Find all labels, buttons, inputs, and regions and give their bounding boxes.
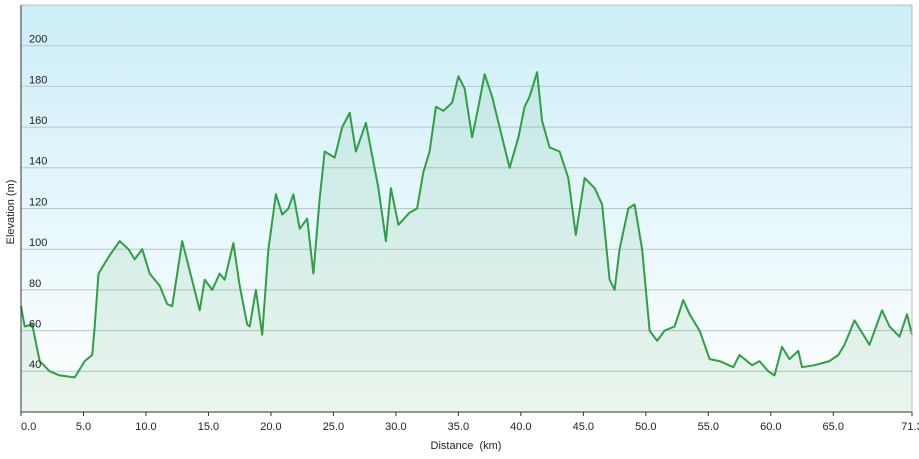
x-tick-label: 40.0	[510, 421, 531, 433]
x-tick-label: 0.0	[21, 421, 36, 433]
x-tick-label: 5.0	[76, 421, 91, 433]
y-tick-label: 60	[29, 319, 41, 331]
x-tick-label: 50.0	[635, 421, 656, 433]
x-tick-label: 10.0	[135, 421, 156, 433]
y-tick-label: 120	[29, 196, 47, 208]
x-axis-title: Distance (km)	[431, 440, 502, 452]
x-tick-label: 25.0	[323, 421, 344, 433]
elevation-line	[20, 71, 913, 379]
y-tick-label: 80	[29, 278, 41, 290]
x-tick-label: 30.0	[385, 421, 406, 433]
grid	[21, 45, 912, 372]
x-tick-label: 55.0	[698, 421, 719, 433]
x-tick-label: 45.0	[573, 421, 594, 433]
y-tick-label: 180	[29, 74, 47, 86]
x-tick-label: 65.0	[823, 421, 844, 433]
area-fill	[21, 72, 912, 412]
x-tick-label: 60.0	[760, 421, 781, 433]
x-tick-label: 71.3	[901, 421, 919, 433]
y-axis-title: Elevation (m)	[5, 180, 17, 245]
y-tick-label: 100	[29, 237, 47, 249]
axes: 40 60 80 100 120 140 160 180 200 0.0 5.0 10.0 15.0 20…	[20, 4, 919, 433]
marks	[20, 71, 913, 412]
y-tick-label: 160	[29, 115, 47, 127]
y-tick-label: 140	[29, 156, 47, 168]
x-tick-label: 15.0	[198, 421, 219, 433]
y-tick-label: 40	[29, 359, 41, 371]
y-tick-label: 200	[29, 34, 47, 46]
x-tick-label: 20.0	[260, 421, 281, 433]
x-tick-label: 35.0	[448, 421, 469, 433]
